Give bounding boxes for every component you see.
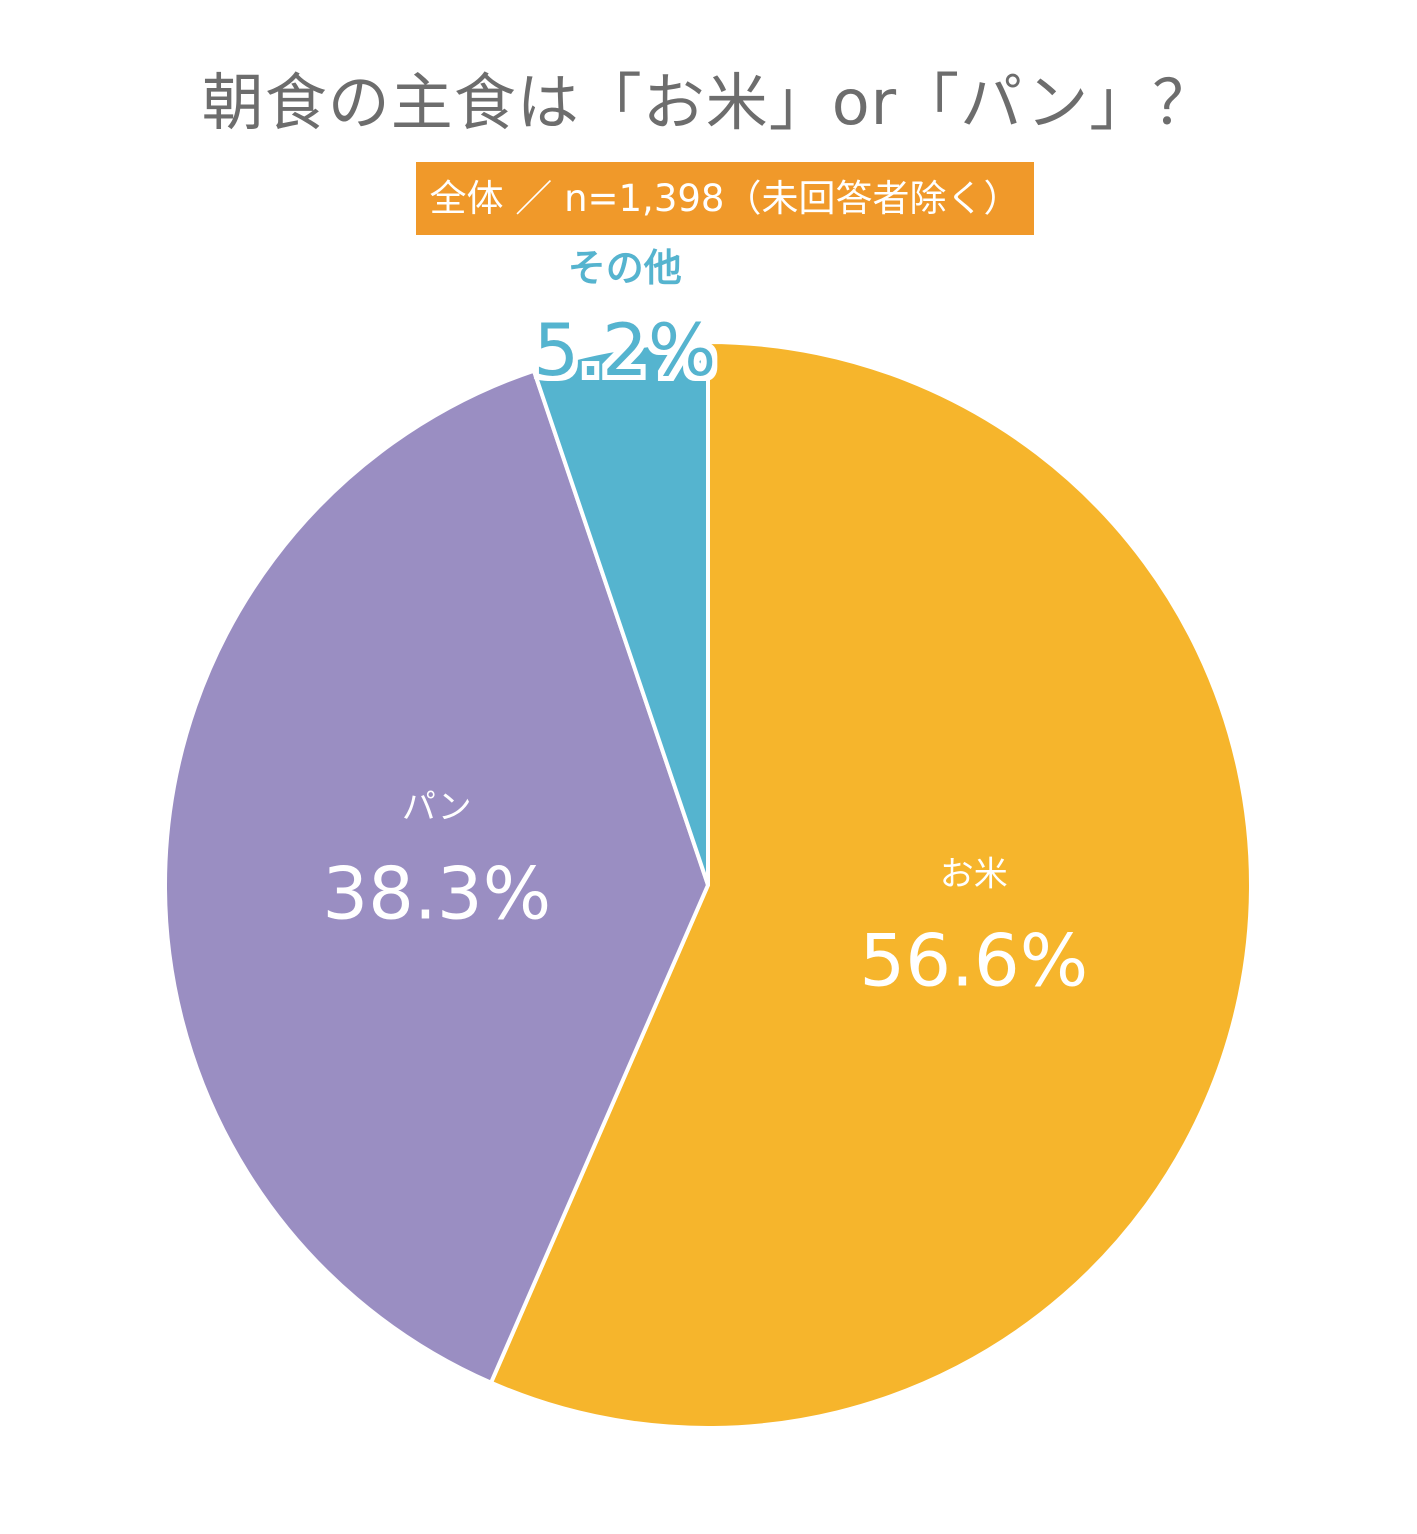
pie-slice-sonota (531, 340, 710, 887)
slice-label-sonota: その他 (568, 246, 682, 290)
pie-slice-pan (163, 368, 710, 1385)
chart-title: 朝食の主食は「お米」or「パン」？ (201, 66, 1216, 139)
pie-slice-okome (488, 340, 1253, 1430)
slice-value-okome: 56.6% (859, 918, 1088, 1002)
slice-label-okome: お米 (940, 854, 1008, 894)
sample-size-badge: 全体 ／ n=1,398（未回答者除く） (416, 162, 1034, 235)
slice-value-sonota: 5.2% (533, 308, 716, 392)
slice-value-pan: 38.3% (322, 852, 551, 936)
pie-slices (163, 340, 1253, 1430)
slice-label-pan: パン (402, 788, 472, 828)
pie-labels: お米 56.6% パン 38.3% その他 5.2% (322, 246, 1088, 1002)
